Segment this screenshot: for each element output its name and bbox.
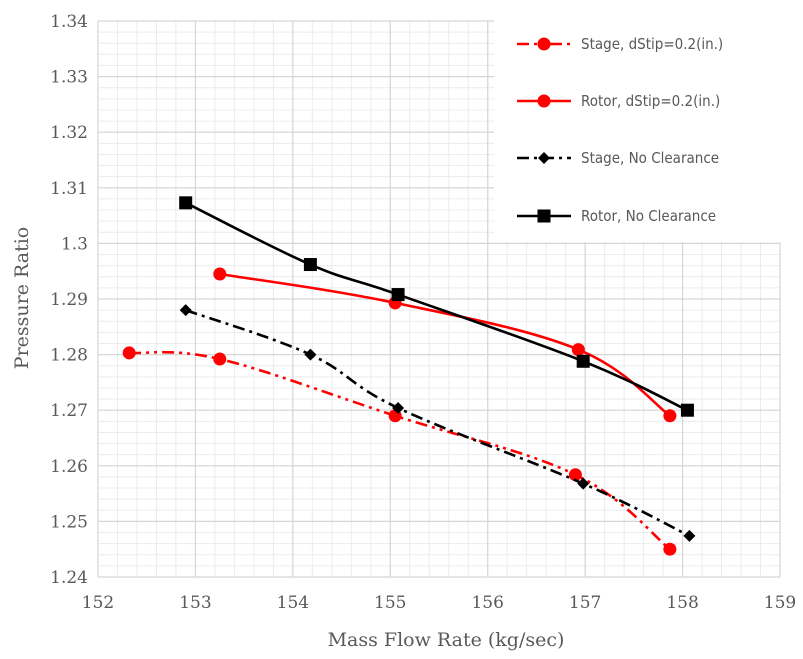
series-line — [219, 272, 671, 417]
x-axis-title: Mass Flow Rate (kg/sec) — [328, 629, 565, 651]
legend-label: Rotor, No Clearance — [581, 207, 716, 225]
data-point — [213, 267, 227, 281]
data-point — [571, 343, 585, 357]
y-tick-label: 1.34 — [50, 12, 88, 32]
y-tick-label: 1.29 — [50, 290, 88, 310]
y-tick-label: 1.31 — [50, 179, 88, 199]
y-tick-label: 1.24 — [50, 568, 88, 588]
data-point — [391, 288, 405, 302]
y-tick-label: 1.26 — [50, 457, 88, 477]
y-tick-label: 1.25 — [50, 512, 88, 532]
data-point — [683, 529, 696, 542]
y-tick-label: 1.3 — [61, 234, 88, 254]
series-layer — [122, 196, 696, 556]
x-axis-ticks: 152 153 154 155 156 157 158 159 — [82, 593, 796, 613]
x-tick-label: 152 — [82, 593, 114, 613]
x-tick-label: 153 — [179, 593, 211, 613]
x-tick-label: 155 — [374, 593, 406, 613]
series-1 — [122, 346, 677, 556]
x-tick-label: 158 — [666, 593, 698, 613]
y-tick-label: 1.32 — [50, 123, 88, 143]
legend-label: Stage, No Clearance — [581, 149, 719, 167]
data-point — [179, 304, 192, 317]
data-point — [680, 403, 694, 417]
series-3 — [179, 304, 696, 542]
legend-marker — [537, 37, 551, 51]
legend-label: Rotor, dStip=0.2(in.) — [581, 92, 720, 110]
data-point — [576, 354, 590, 368]
y-tick-label: 1.27 — [50, 401, 88, 421]
series-line — [185, 201, 688, 412]
legend-marker — [537, 94, 551, 108]
y-tick-label: 1.33 — [50, 68, 88, 88]
data-point — [577, 477, 590, 490]
data-point — [179, 196, 193, 210]
data-point — [663, 409, 677, 423]
y-tick-label: 1.28 — [50, 346, 88, 366]
series-4 — [179, 196, 694, 417]
data-point — [568, 468, 582, 482]
x-tick-label: 156 — [471, 593, 503, 613]
y-axis-ticks: 1.24 1.25 1.26 1.27 1.28 1.29 1.3 1.31 1.32 1.33 1… — [50, 12, 88, 588]
data-point — [663, 542, 677, 556]
data-point — [303, 258, 317, 272]
x-tick-label: 154 — [277, 593, 309, 613]
x-tick-label: 159 — [764, 593, 796, 613]
x-tick-label: 157 — [569, 593, 601, 613]
data-point — [122, 346, 136, 360]
data-point — [213, 352, 227, 366]
legend-label: Stage, dStip=0.2(in.) — [581, 35, 723, 53]
legend-marker — [538, 152, 550, 164]
data-point — [392, 401, 405, 414]
data-point — [304, 348, 317, 361]
y-axis-title: Pressure Ratio — [11, 227, 33, 369]
legend: Stage, dStip=0.2(in.) Rotor, dStip=0.2(in… — [494, 10, 788, 242]
legend-marker — [537, 209, 551, 223]
